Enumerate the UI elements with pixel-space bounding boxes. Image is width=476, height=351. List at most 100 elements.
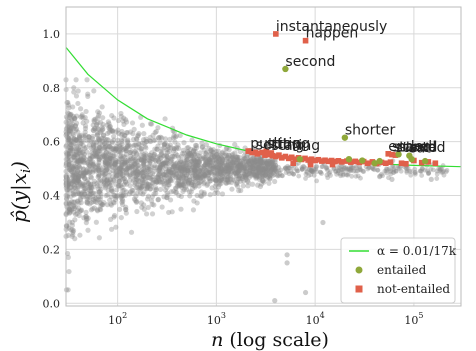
background-point [133,174,140,180]
background-point [422,167,428,173]
background-point [254,159,260,166]
background-point [124,166,130,172]
background-point [245,159,252,165]
background-point [92,147,98,154]
not-entailed-point [276,152,282,158]
background-point [271,166,277,172]
background-point [209,149,215,155]
background-point [117,171,124,177]
not-entailed-point [383,160,389,167]
background-point [302,289,309,296]
background-point [126,178,133,184]
background-point [157,164,163,170]
background-point [345,171,351,177]
background-point [204,182,210,188]
background-point [91,127,97,134]
not-entailed-point [279,155,285,161]
background-point [107,159,113,165]
background-point [124,159,130,165]
background-point [89,154,95,160]
background-point [238,178,244,184]
background-point [82,134,88,140]
background-point [253,171,260,178]
background-point [193,159,199,165]
background-point [199,164,205,170]
background-point [67,188,73,194]
background-point [132,173,138,180]
y-tick-label: 1.0 [43,28,61,41]
background-point [90,133,96,139]
not-entailed-point [259,149,265,156]
background-point [192,165,198,171]
background-point [81,158,87,164]
background-point [106,181,112,187]
not-entailed-point [302,155,308,162]
word-label-stared: stared [392,140,436,156]
background-point [246,170,252,177]
background-point [134,136,140,143]
background-point [229,164,235,170]
background-point [66,111,72,117]
background-point [328,173,333,178]
background-point [70,113,77,119]
background-point [79,191,85,197]
background-point [155,197,161,203]
background-point [118,150,124,156]
background-point [284,252,290,258]
background-point [253,157,260,163]
not-entailed-point [418,159,425,166]
background-point [140,191,146,197]
background-point [180,188,186,195]
background-point [212,183,218,189]
background-point [255,157,261,163]
background-point [234,157,241,163]
background-point [443,169,449,175]
background-point [157,139,163,146]
background-point [68,142,74,148]
background-point [101,140,107,147]
background-point [158,174,164,180]
background-point [171,153,178,159]
background-point [73,126,80,132]
background-point [198,156,204,162]
not-entailed-point [282,153,289,160]
background-point [252,159,258,165]
background-point [78,200,84,206]
background-point [259,163,265,169]
background-point [253,166,259,173]
background-point [66,128,72,134]
background-point [403,165,409,171]
background-point [227,172,233,178]
background-point [188,146,194,153]
background-point [259,177,265,183]
background-point [119,141,125,147]
background-point [115,159,121,165]
background-point [125,165,131,171]
background-point [176,181,182,188]
background-point [111,153,117,159]
background-point [130,170,136,176]
background-point [125,165,131,171]
background-point [264,160,270,167]
background-point [266,170,272,177]
background-point [203,167,209,174]
background-point [243,176,249,183]
background-point [160,160,166,167]
background-point [80,115,86,121]
background-point [215,171,221,177]
background-point [107,126,113,132]
background-point [229,159,235,166]
background-point [161,142,168,148]
background-point [225,168,231,175]
background-point [192,142,199,148]
background-point [134,168,141,174]
background-point [89,163,96,169]
background-point [219,191,226,197]
background-point [205,162,211,168]
background-point [389,176,395,182]
background-point [218,162,224,168]
background-point [120,187,126,194]
background-point [257,158,264,164]
background-point [68,145,74,152]
background-point [195,174,201,180]
